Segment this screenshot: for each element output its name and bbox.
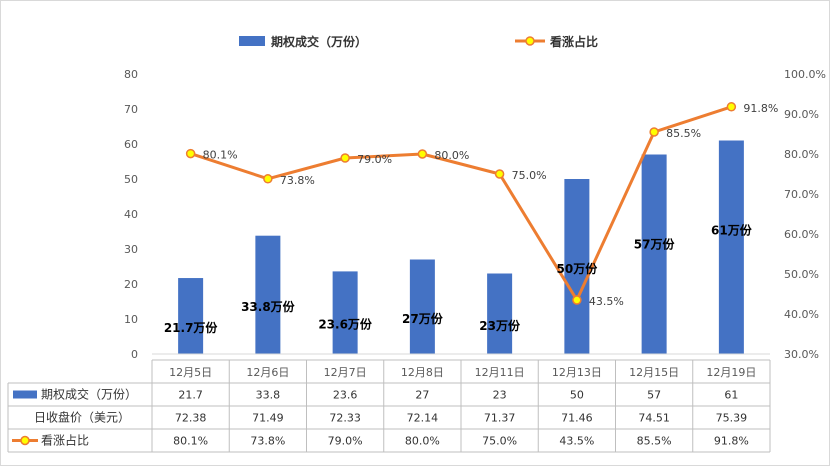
- table-cell: 23.6: [333, 389, 358, 402]
- bar-data-label: 33.8万份: [241, 299, 296, 314]
- line-data-label: 73.8%: [280, 174, 315, 187]
- table-cell: 33.8: [256, 389, 281, 402]
- left-axis-tick-label: 70: [124, 103, 138, 116]
- table-cell: 74.51: [638, 412, 670, 425]
- table-cell: 85.5%: [637, 435, 672, 448]
- bar-data-label: 27万份: [402, 311, 444, 326]
- x-axis-category-label: 12月6日: [246, 366, 289, 379]
- x-axis-category-label: 12月19日: [706, 366, 756, 379]
- legend-bar-label: 期权成交（万份）: [271, 34, 367, 49]
- table-cell: 21.7: [178, 389, 203, 402]
- legend-line-label: 看涨占比: [550, 34, 598, 49]
- table-legend-bar-swatch: [13, 390, 37, 399]
- x-axis-category-label: 12月13日: [552, 366, 602, 379]
- line-point: [340, 153, 350, 163]
- right-axis-tick-label: 90.0%: [784, 108, 819, 121]
- bar: [487, 273, 513, 354]
- x-axis-category-label: 12月11日: [475, 366, 525, 379]
- right-axis-tick-label: 60.0%: [784, 228, 819, 241]
- bar: [641, 154, 667, 354]
- line-data-label: 80.0%: [434, 149, 469, 162]
- x-axis-category-label: 12月8日: [401, 366, 444, 379]
- left-axis-tick-label: 30: [124, 243, 138, 256]
- line-point: [572, 295, 582, 305]
- left-axis-tick-label: 0: [131, 348, 138, 361]
- table-cell: 71.37: [484, 412, 516, 425]
- table-cell: 57: [647, 389, 661, 402]
- table-cell: 71.46: [561, 412, 593, 425]
- line-point: [726, 102, 737, 112]
- legend-bar-swatch: [239, 36, 265, 46]
- line-series-path: [190, 105, 732, 302]
- table-row-label: 日收盘价（美元）: [34, 410, 130, 425]
- bar-data-label: 23.6万份: [318, 317, 373, 332]
- bar-data-label: 21.7万份: [164, 320, 219, 335]
- table-cell: 80.0%: [405, 435, 440, 448]
- line-data-label: 79.0%: [357, 153, 392, 166]
- left-axis-tick-label: 40: [124, 208, 138, 221]
- table-cell: 43.5%: [559, 435, 594, 448]
- bar: [409, 259, 435, 354]
- table-cell: 72.33: [329, 412, 361, 425]
- bar: [178, 278, 204, 354]
- bar-data-label: 61万份: [711, 223, 753, 238]
- table-cell: 72.14: [407, 412, 439, 425]
- table-cell: 91.8%: [714, 435, 749, 448]
- table-cell: 71.49: [252, 412, 284, 425]
- bar-data-label: 57万份: [634, 237, 676, 252]
- line-data-label: 85.5%: [666, 127, 701, 140]
- right-axis-tick-label: 40.0%: [784, 308, 819, 321]
- table-cell: 75.39: [716, 412, 748, 425]
- table-legend-line-marker: [20, 435, 30, 446]
- left-axis-tick-label: 10: [124, 313, 138, 326]
- bar: [332, 271, 358, 354]
- legend-line-marker: [525, 36, 535, 46]
- right-axis-tick-label: 100.0%: [784, 68, 826, 81]
- bar: [255, 235, 281, 354]
- right-axis-tick-label: 70.0%: [784, 188, 819, 201]
- line-point: [494, 169, 505, 179]
- table-cell: 72.38: [175, 412, 207, 425]
- table-cell: 73.8%: [250, 435, 285, 448]
- line-data-label: 91.8%: [743, 102, 778, 115]
- bar: [718, 140, 744, 354]
- bar-data-label: 23万份: [479, 318, 521, 333]
- table-cell: 79.0%: [328, 435, 363, 448]
- line-data-label: 43.5%: [589, 295, 624, 308]
- x-axis-category-label: 12月15日: [629, 366, 679, 379]
- x-axis-category-label: 12月5日: [169, 366, 212, 379]
- table-row-label: 期权成交（万份）: [41, 387, 137, 402]
- table-cell: 75.0%: [482, 435, 517, 448]
- line-point: [417, 149, 428, 159]
- right-axis-tick-label: 50.0%: [784, 268, 819, 281]
- left-axis-tick-label: 20: [124, 278, 138, 291]
- left-axis-tick-label: 80: [124, 68, 138, 81]
- line-point: [263, 174, 273, 184]
- left-axis-tick-label: 60: [124, 138, 138, 151]
- right-axis-tick-label: 80.0%: [784, 148, 819, 161]
- line-data-label: 75.0%: [512, 169, 547, 182]
- line-data-label: 80.1%: [203, 149, 238, 162]
- right-axis-tick-label: 30.0%: [784, 348, 819, 361]
- bar-data-label: 50万份: [557, 261, 599, 276]
- table-row-label: 看涨占比: [41, 433, 89, 448]
- bar: [564, 179, 590, 354]
- table-cell: 61: [724, 389, 738, 402]
- table-cell: 27: [415, 389, 429, 402]
- left-axis-tick-label: 50: [124, 173, 138, 186]
- table-cell: 23: [493, 389, 507, 402]
- x-axis-category-label: 12月7日: [324, 366, 367, 379]
- table-cell: 80.1%: [173, 435, 208, 448]
- line-point: [185, 148, 196, 159]
- table-cell: 50: [570, 389, 584, 402]
- line-point: [649, 127, 659, 137]
